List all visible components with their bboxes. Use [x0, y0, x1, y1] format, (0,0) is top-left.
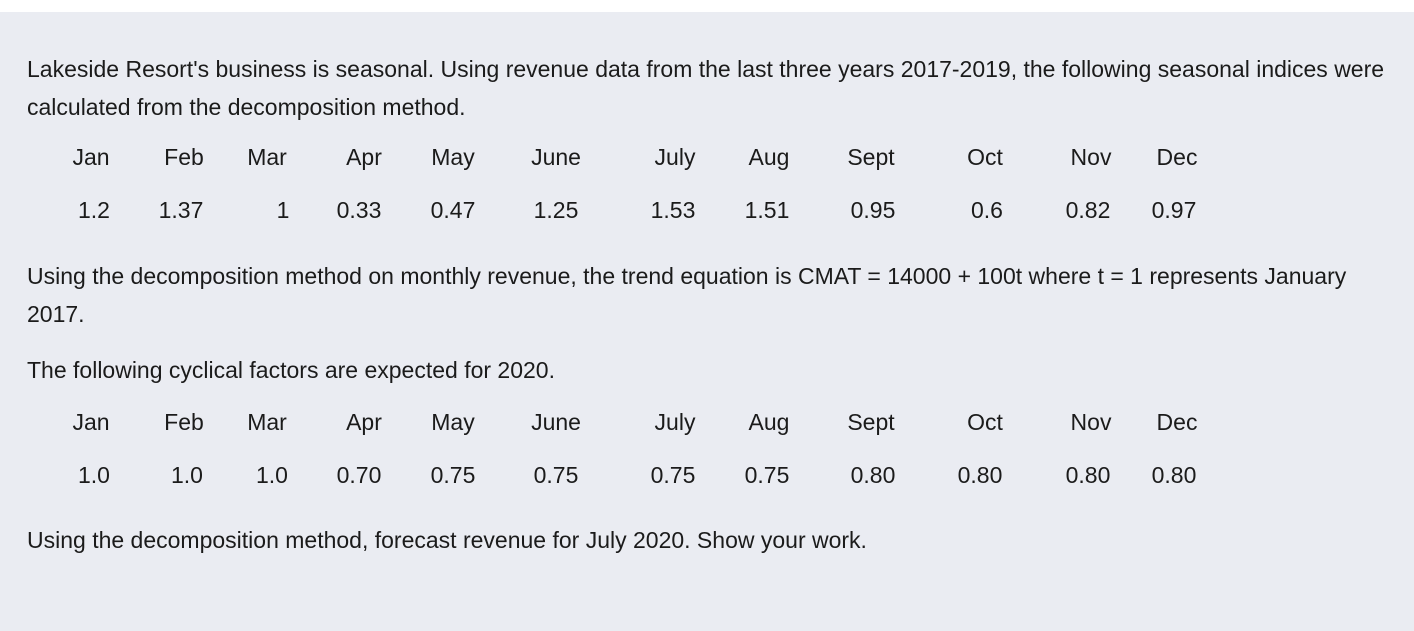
cyclical-factor-value: 1.0	[171, 462, 203, 488]
month-header: Dec	[1156, 144, 1198, 170]
seasonal-index-value: 1.37	[158, 197, 204, 223]
month-header: Jan	[72, 144, 110, 170]
seasonal-index-value: 1	[276, 197, 290, 223]
cyclical-month-header-row: Jan Feb Mar Apr May June July Aug Sept O…	[0, 403, 1414, 441]
trend-equation-text: Using the decomposition method on monthl…	[27, 263, 1347, 327]
cyclical-intro-text: The following cyclical factors are expec…	[27, 357, 555, 383]
month-header: July	[654, 144, 696, 170]
month-header: Sept	[847, 409, 895, 435]
month-header: Feb	[164, 144, 204, 170]
month-header: Sept	[847, 144, 895, 170]
cyclical-factor-value: 0.80	[850, 462, 896, 488]
seasonal-index-value: 0.97	[1151, 197, 1197, 223]
question-text: Using the decomposition method, forecast…	[27, 527, 867, 553]
cyclical-factor-value: 0.80	[1151, 462, 1197, 488]
cyclical-factor-row: 1.0 1.0 1.0 0.70 0.75 0.75 0.75 0.75 0.8…	[0, 456, 1414, 494]
month-header: Dec	[1156, 409, 1198, 435]
month-header: Jan	[72, 409, 110, 435]
month-header: May	[431, 409, 475, 435]
cyclical-factor-value: 0.75	[650, 462, 696, 488]
month-header: July	[654, 409, 696, 435]
seasonal-index-value: 1.53	[650, 197, 696, 223]
seasonal-index-value: 0.82	[1065, 197, 1111, 223]
month-header: Apr	[346, 409, 382, 435]
seasonal-index-value: 1.2	[78, 197, 110, 223]
seasonal-index-value: 1.51	[744, 197, 790, 223]
seasonal-index-value: 0.33	[336, 197, 382, 223]
cyclical-factor-value: 0.75	[744, 462, 790, 488]
cyclical-factor-value: 1.0	[78, 462, 110, 488]
month-header: Mar	[247, 409, 287, 435]
seasonal-index-value: 0.6	[971, 197, 1003, 223]
cyclical-factor-value: 0.80	[1065, 462, 1111, 488]
month-header: Mar	[247, 144, 287, 170]
cyclical-factor-value: 1.0	[256, 462, 288, 488]
cyclical-factor-value: 0.80	[957, 462, 1003, 488]
cyclical-factor-value: 0.75	[533, 462, 579, 488]
question-panel: Lakeside Resort's business is seasonal. …	[0, 12, 1414, 631]
seasonal-month-header-row: Jan Feb Mar Apr May June July Aug Sept O…	[0, 138, 1414, 176]
cyclical-factor-value: 0.75	[430, 462, 476, 488]
month-header: Nov	[1070, 409, 1112, 435]
month-header: Apr	[346, 144, 382, 170]
seasonal-index-value: 0.47	[430, 197, 476, 223]
cyclical-factor-value: 0.70	[336, 462, 382, 488]
month-header: May	[431, 144, 475, 170]
seasonal-index-value: 1.25	[533, 197, 579, 223]
month-header: Feb	[164, 409, 204, 435]
month-header: June	[531, 144, 581, 170]
seasonal-index-row: 1.2 1.37 1 0.33 0.47 1.25 1.53 1.51 0.95…	[0, 191, 1414, 229]
month-header: June	[531, 409, 581, 435]
month-header: Oct	[967, 144, 1003, 170]
month-header: Aug	[748, 144, 790, 170]
month-header: Oct	[967, 409, 1003, 435]
intro-text: Lakeside Resort's business is seasonal. …	[27, 56, 1385, 120]
month-header: Aug	[748, 409, 790, 435]
seasonal-index-value: 0.95	[850, 197, 896, 223]
month-header: Nov	[1070, 144, 1112, 170]
